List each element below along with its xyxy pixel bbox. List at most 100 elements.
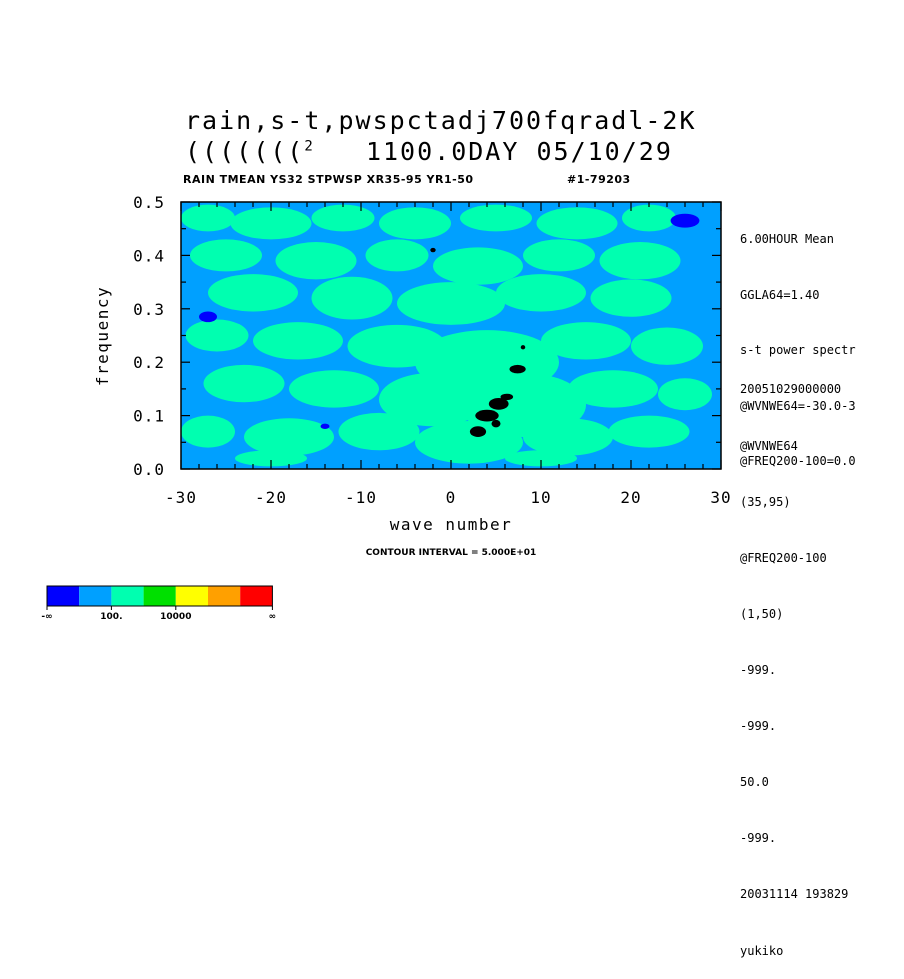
side-info-line: -999. <box>740 719 777 734</box>
contour-patch-teal <box>244 418 334 456</box>
x-tick-label: 10 <box>530 488 551 507</box>
contour-chart: -30 -20 -10 0 10 20 30 0.0 0.1 0.2 0.3 0.4 0.5 wave … <box>41 193 731 622</box>
title-line2-superscript: 2 <box>304 138 315 155</box>
axis-tick-labels: -30 -20 -10 0 10 20 30 0.0 0.1 0.2 0.3 0.4 0.5 <box>133 193 731 507</box>
y-tick-label: 0.2 <box>133 353 165 372</box>
colorbar-swatch <box>47 586 80 606</box>
contour-patch-teal <box>338 412 420 451</box>
side-info-line: 50.0 <box>740 775 769 790</box>
side-info-line: yukiko <box>740 943 784 958</box>
colorbar-label: 100. <box>100 612 122 622</box>
contour-patch-teal <box>203 364 285 403</box>
contour-patch-teal <box>379 372 487 427</box>
y-tick-label: 0.4 <box>133 246 165 265</box>
axis-ticks <box>180 201 722 470</box>
x-tick-label: 0 <box>446 488 457 507</box>
contour-patch-teal <box>541 322 631 360</box>
y-tick-label: 0.3 <box>133 300 165 319</box>
contour-interval-label: CONTOUR INTERVAL = 5.000E+01 <box>366 548 537 558</box>
contour-patch-teal <box>622 204 676 232</box>
side-info-line: (35,95) <box>740 494 791 509</box>
contour-patch-teal <box>289 370 379 408</box>
x-tick-label: -10 <box>345 488 377 507</box>
contour-patch-teal <box>397 282 505 325</box>
contour-spot-black <box>430 247 436 253</box>
contour-patch-teal <box>365 239 429 272</box>
side-info-line: s-t power spectr <box>740 343 856 357</box>
contour-patch-teal <box>311 204 375 232</box>
contour-patch-teal <box>496 274 586 312</box>
x-tick-label: -30 <box>165 488 197 507</box>
contour-patch-teal <box>460 204 532 232</box>
title-line2-prefix: ((((((( <box>185 137 305 166</box>
x-axis-label: wave number <box>390 515 512 534</box>
side-info-line: 20031114 193829 <box>740 887 849 902</box>
side-info-line: (1,50) <box>740 606 784 621</box>
contour-spot-deep-blue <box>199 311 217 323</box>
contour-patch-teal <box>599 242 681 280</box>
contour-patch-teal <box>181 204 235 232</box>
contour-spot-black <box>488 397 509 410</box>
contour-patch-teal <box>590 279 672 317</box>
side-info-top: 6.00HOUR Mean GGLA64=1.40 s-t power spec… <box>740 193 856 489</box>
contour-spot-deep-blue <box>670 213 700 228</box>
chart-subtitle-right: #1-79203 <box>567 173 631 186</box>
contour-patch-teal <box>311 276 393 320</box>
side-info-line: GGLA64=1.40 <box>740 287 820 302</box>
side-info-line: @FREQ200-100=0.0 <box>740 454 856 468</box>
contour-patch-teal <box>208 274 298 312</box>
colorbar-label: 10000 <box>160 612 191 622</box>
contour-spot-black <box>469 426 487 437</box>
chart-subtitle-left: RAIN TMEAN YS32 STPWSP XR35-95 YR1-50 <box>183 173 474 186</box>
contour-spot-black <box>520 345 526 350</box>
side-info-line: @WVNWE64=-30.0-3 <box>740 398 856 413</box>
contour-spot-deep-blue <box>320 423 330 429</box>
y-tick-label: 0.5 <box>133 193 165 212</box>
colorbar-swatch <box>175 586 208 606</box>
x-tick-label: 30 <box>710 488 731 507</box>
contour-spot-black <box>500 393 514 401</box>
contour-patch-teal <box>181 415 235 448</box>
contour-patch-teal <box>379 207 451 240</box>
contour-patch-teal <box>568 370 658 408</box>
y-tick-label: 0.0 <box>133 460 165 479</box>
side-info-line: 6.00HOUR Mean <box>740 232 834 246</box>
contour-patch-teal <box>433 247 523 285</box>
y-axis-label: frequency <box>93 286 112 386</box>
contour-fill-layer <box>181 204 712 467</box>
contour-patch-teal <box>658 378 712 411</box>
colorbar-swatch <box>208 586 241 606</box>
contour-patch-teal <box>523 418 613 456</box>
side-info-line: @FREQ200-100 <box>740 550 827 565</box>
contour-patch-teal <box>230 207 312 240</box>
contour-patch-teal <box>536 207 618 240</box>
colorbar-swatch <box>240 586 273 606</box>
contour-patch-teal <box>275 242 357 280</box>
contour-patch-teal <box>631 327 703 365</box>
contour-patch-teal <box>235 450 307 467</box>
colorbar-label: ∞ <box>269 612 277 622</box>
colorbar-swatch <box>111 586 144 606</box>
contour-patch-teal <box>505 450 577 467</box>
x-tick-label: -20 <box>255 488 287 507</box>
side-info-line: -999. <box>740 662 777 677</box>
contour-spot-black <box>491 419 501 428</box>
side-info-line: 20051029000000 <box>740 382 842 397</box>
contour-patch-teal <box>185 319 249 352</box>
contour-patch-teal <box>523 239 595 272</box>
contour-spot-black <box>475 409 499 422</box>
contour-spot-black <box>509 364 526 374</box>
contour-patch-teal <box>253 322 343 360</box>
contour-patch-teal <box>608 415 690 448</box>
contour-patch-teal <box>190 239 262 272</box>
chart-title: rain,s-t,pwspctadj700fqradl-2K <box>185 106 697 135</box>
side-info-line: -999. <box>740 831 777 846</box>
y-tick-label: 0.1 <box>133 407 165 426</box>
colorbar-swatch <box>143 586 176 606</box>
x-tick-label: 20 <box>620 488 641 507</box>
colorbar-label: -∞ <box>41 612 52 622</box>
side-info-line: @WVNWE64 <box>740 438 798 453</box>
colorbar-swatch <box>79 586 112 606</box>
title-line2-rest: 1100.0DAY 05/10/29 <box>314 137 673 166</box>
colorbar-frame <box>46 585 273 607</box>
